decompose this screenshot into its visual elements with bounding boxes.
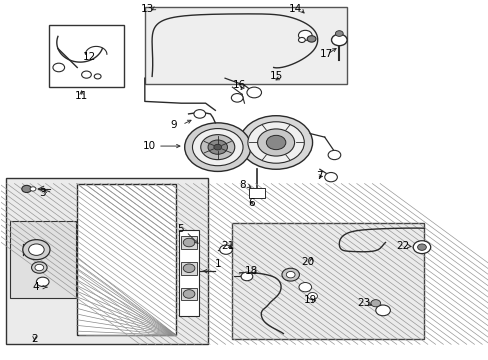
Circle shape (298, 37, 305, 42)
Text: 7: 7 (316, 171, 323, 181)
Circle shape (298, 30, 311, 40)
Circle shape (307, 293, 317, 300)
Circle shape (35, 264, 43, 271)
Circle shape (219, 245, 232, 254)
Bar (232, 223, 424, 339)
Circle shape (327, 150, 340, 159)
Circle shape (286, 271, 294, 278)
Bar (181, 236, 197, 249)
Circle shape (201, 135, 234, 159)
Circle shape (194, 110, 205, 118)
Circle shape (81, 71, 91, 78)
Text: 6: 6 (248, 198, 255, 208)
Text: 10: 10 (143, 141, 156, 151)
Text: 3: 3 (40, 188, 46, 198)
Circle shape (306, 36, 315, 42)
Circle shape (370, 300, 380, 307)
Circle shape (184, 123, 250, 171)
Circle shape (207, 140, 227, 154)
Circle shape (335, 31, 343, 36)
Bar (179, 230, 199, 316)
Text: 12: 12 (83, 52, 96, 62)
Circle shape (183, 264, 195, 273)
Text: 1: 1 (214, 259, 221, 269)
Circle shape (94, 74, 101, 79)
Bar (248, 188, 264, 198)
Bar (49, 24, 124, 87)
Text: 4: 4 (32, 282, 39, 292)
Text: 16: 16 (233, 80, 246, 90)
Circle shape (298, 283, 311, 292)
Circle shape (36, 277, 49, 287)
Text: 14: 14 (288, 4, 302, 14)
Circle shape (183, 238, 195, 247)
Circle shape (266, 135, 285, 150)
Text: 22: 22 (395, 241, 408, 251)
Circle shape (412, 241, 430, 253)
Circle shape (246, 87, 261, 98)
Circle shape (29, 244, 44, 255)
Bar (144, 7, 346, 84)
Bar (181, 288, 197, 300)
Circle shape (331, 34, 346, 46)
Circle shape (241, 272, 252, 281)
Text: 23: 23 (356, 298, 369, 308)
Circle shape (192, 129, 243, 166)
Text: 19: 19 (303, 295, 316, 305)
Circle shape (282, 268, 299, 281)
Text: 9: 9 (170, 120, 177, 130)
Text: 15: 15 (269, 71, 282, 81)
Circle shape (324, 172, 337, 182)
Text: 17: 17 (319, 49, 332, 59)
Bar (10, 221, 76, 298)
Text: 5: 5 (177, 224, 183, 234)
Text: 2: 2 (31, 334, 38, 344)
Text: 11: 11 (75, 91, 88, 101)
Circle shape (375, 305, 389, 316)
Text: 13: 13 (141, 4, 154, 14)
Circle shape (183, 290, 195, 298)
Circle shape (22, 185, 31, 193)
Circle shape (53, 63, 64, 72)
Bar (77, 184, 176, 336)
Text: 8: 8 (238, 180, 245, 190)
Text: 21: 21 (221, 241, 234, 251)
Text: 20: 20 (301, 257, 314, 267)
Circle shape (247, 122, 304, 163)
Circle shape (257, 129, 294, 156)
Circle shape (417, 244, 426, 250)
Circle shape (231, 94, 243, 102)
Bar (6, 178, 207, 344)
Circle shape (30, 187, 36, 191)
Text: 18: 18 (244, 266, 258, 276)
Bar (181, 262, 197, 275)
Circle shape (213, 144, 221, 150)
Circle shape (31, 262, 47, 273)
Circle shape (239, 116, 312, 169)
Circle shape (23, 240, 50, 260)
